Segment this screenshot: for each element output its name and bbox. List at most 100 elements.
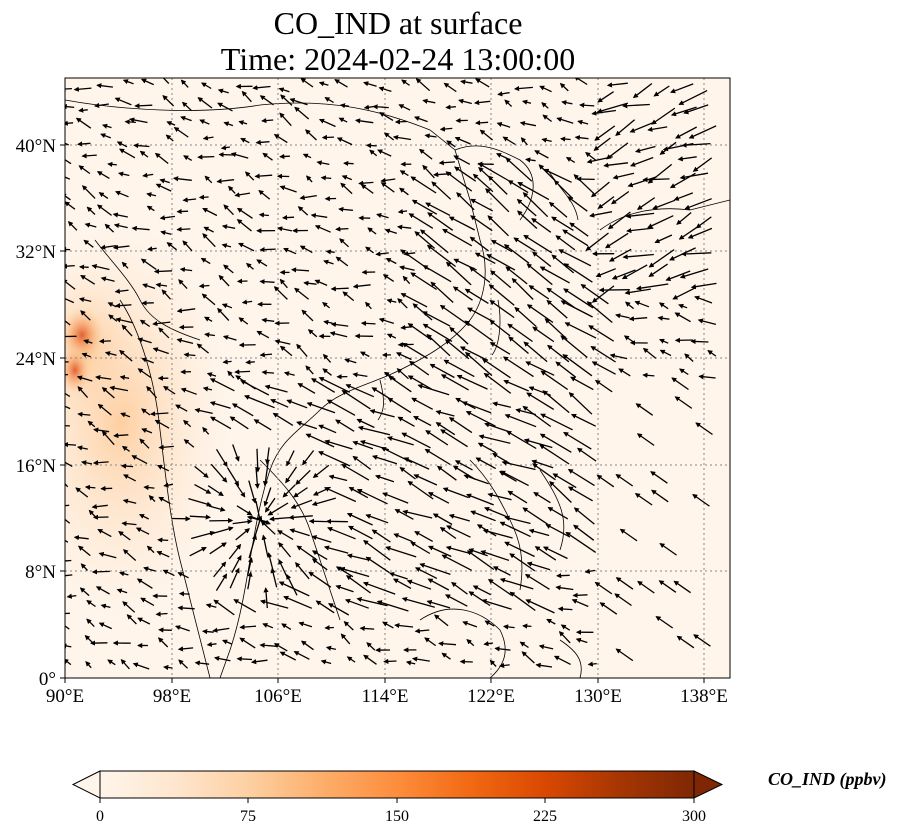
wind-arrow [697, 318, 717, 326]
wind-arrow [505, 157, 533, 182]
wind-arrow [541, 102, 549, 109]
wind-arrow [78, 165, 91, 175]
wind-arrow [474, 120, 489, 126]
wind-arrow [234, 482, 246, 498]
wind-arrow [177, 572, 189, 579]
wind-arrow [674, 396, 693, 409]
wind-arrow [270, 567, 278, 588]
wind-arrow [470, 510, 496, 522]
wind-arrow [521, 651, 535, 664]
wind-arrow [155, 282, 168, 288]
wind-arrow [585, 151, 596, 161]
wind-arrow [288, 514, 313, 520]
wind-arrow [424, 637, 437, 647]
wind-arrow [238, 242, 255, 252]
wind-arrow [308, 571, 332, 588]
wind-arrow [122, 601, 136, 613]
wind-arrow [563, 431, 592, 450]
wind-arrow [216, 178, 235, 184]
wind-arrow [541, 137, 552, 143]
wind-arrow [360, 320, 376, 326]
wind-arrow [238, 120, 248, 126]
wind-arrow [484, 620, 495, 627]
wind-arrow [65, 193, 71, 201]
wind-arrow [339, 103, 350, 109]
wind-arrow [688, 125, 717, 139]
wind-arrow [411, 656, 430, 662]
wind-arrow [194, 484, 212, 494]
wind-arrow [514, 306, 537, 328]
wind-arrow [65, 482, 69, 488]
wind-arrow [526, 392, 555, 410]
wind-arrow [295, 562, 310, 580]
wind-arrow [497, 91, 510, 97]
wind-arrow [177, 646, 194, 652]
wind-arrow [385, 258, 397, 265]
wind-arrow [680, 251, 712, 257]
wind-arrow [154, 152, 169, 165]
wind-arrow [114, 288, 129, 294]
wind-arrow [204, 175, 213, 184]
wind-arrow [245, 359, 255, 365]
wind-arrow [475, 78, 490, 88]
wind-arrow [236, 505, 253, 516]
wind-arrow [571, 599, 589, 608]
wind-arrow [318, 81, 329, 87]
wind-arrow [115, 190, 129, 198]
wind-arrow [548, 201, 568, 218]
wind-arrow [221, 243, 232, 249]
wind-arrow [148, 495, 156, 502]
wind-arrow [522, 623, 532, 629]
wind-arrow [376, 213, 389, 219]
wind-arrow [231, 403, 254, 417]
wind-arrow [107, 161, 117, 167]
wind-arrow [446, 525, 471, 538]
wind-arrow [357, 425, 391, 436]
wind-arrow [217, 307, 230, 321]
wind-arrow [207, 485, 224, 497]
wind-arrow [286, 399, 308, 409]
wind-arrow [281, 623, 292, 630]
wind-arrow [83, 239, 94, 248]
wind-arrow [194, 660, 210, 666]
wind-arrow [282, 484, 296, 498]
wind-arrow [278, 541, 292, 558]
wind-arrow [239, 637, 256, 649]
wind-arrow [588, 325, 615, 342]
wind-arrow [375, 251, 389, 257]
wind-arrow [397, 208, 408, 215]
wind-arrow [551, 216, 574, 231]
wind-arrow [485, 188, 510, 213]
wind-arrow [394, 622, 414, 629]
wind-arrow [378, 86, 392, 93]
wind-arrow [612, 172, 635, 180]
wind-arrow [335, 419, 355, 432]
wind-vector-field [65, 78, 717, 671]
wind-arrow [208, 505, 226, 512]
wind-arrow [159, 215, 176, 221]
wind-arrow [78, 297, 92, 303]
wind-arrow [519, 120, 537, 127]
wind-arrow [289, 528, 310, 537]
wind-arrow [624, 301, 635, 310]
wind-arrow [494, 646, 511, 652]
wind-arrow [123, 474, 136, 482]
colorbar-tick-label: 75 [240, 808, 256, 825]
wind-arrow [502, 624, 515, 630]
wind-arrow [542, 546, 568, 560]
wind-arrow [155, 611, 168, 617]
wind-arrow [531, 251, 552, 268]
wind-arrow [341, 390, 371, 410]
wind-arrow [86, 600, 96, 608]
wind-arrow [481, 358, 511, 379]
wind-arrow [422, 311, 451, 327]
wind-arrow [707, 350, 717, 357]
wind-arrow [296, 545, 317, 560]
wind-arrow [546, 618, 556, 625]
wind-arrow [259, 279, 275, 285]
wind-arrow [132, 662, 150, 670]
wind-arrow [365, 246, 374, 254]
wind-arrow [483, 372, 512, 394]
wind-arrow [445, 104, 456, 110]
wind-arrow [371, 387, 391, 400]
